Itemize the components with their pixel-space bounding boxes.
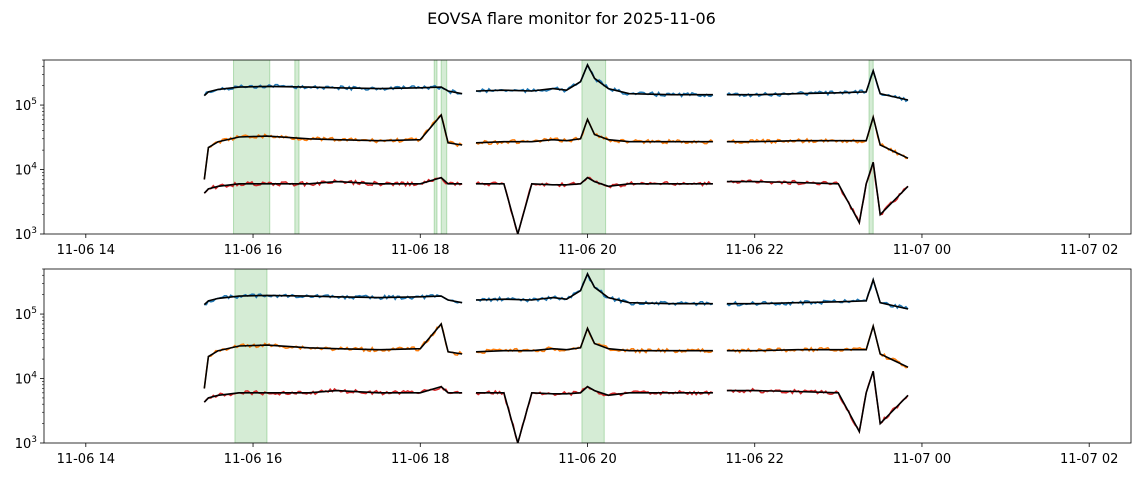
top-panel: 11-06 14 11-06 16 11-06 18 11-06 20 11-06 22…: [15, 59, 1132, 258]
series-smooth-trace: [726, 277, 909, 310]
flare-interval-span: [581, 60, 607, 234]
x-tick-label: 11-06 16: [224, 243, 282, 258]
x-tick-label: 11-06 22: [726, 243, 784, 258]
series-smooth-trace: [726, 68, 909, 101]
series-smooth-trace: [475, 117, 713, 144]
series-trace: [726, 323, 909, 369]
x-tick-label: 11-06 18: [391, 243, 449, 258]
series-smooth-trace: [476, 176, 713, 234]
series-smooth-trace: [203, 385, 463, 403]
series-smooth-trace: [203, 85, 463, 97]
flare-interval-span: [433, 60, 438, 234]
x-tick-label: 11-07 00: [893, 452, 951, 467]
x-tick-label: 11-06 16: [224, 452, 282, 467]
series-smooth-trace: [475, 326, 713, 353]
series-trace: [726, 68, 909, 103]
series-smooth-trace: [475, 272, 713, 305]
series-smooth-trace: [726, 161, 909, 225]
plot-area: [203, 269, 909, 443]
x-tick-label: 11-07 00: [893, 243, 951, 258]
y-tick-label: 105: [15, 97, 37, 114]
x-tick-label: 11-07 02: [1060, 243, 1118, 258]
x-tick-label: 11-07 02: [1060, 452, 1118, 467]
series-smooth-trace: [475, 63, 713, 96]
series-smooth-trace: [203, 176, 463, 194]
y-tick-label: 104: [15, 162, 38, 179]
series-smooth-trace: [726, 114, 909, 159]
x-tick-label: 11-06 20: [558, 243, 616, 258]
y-tick-label: 105: [15, 306, 37, 323]
y-tick-label: 103: [15, 226, 37, 243]
series-smooth-trace: [203, 294, 463, 306]
series-smooth-trace: [476, 385, 713, 443]
x-tick-label: 11-06 22: [726, 452, 784, 467]
flare-interval-span: [581, 269, 605, 443]
x-tick-label: 11-06 18: [391, 452, 449, 467]
x-tick-label: 11-06 20: [558, 452, 616, 467]
flare-interval-span: [868, 60, 874, 234]
series-smooth-trace: [726, 370, 909, 434]
series-smooth-trace: [726, 323, 909, 368]
flare-interval-span: [233, 60, 271, 234]
series-trace: [726, 277, 909, 310]
bottom-panel: 11-06 14 11-06 16 11-06 18 11-06 20 11-06 22…: [15, 268, 1132, 467]
series-smooth-trace: [203, 113, 463, 180]
x-tick-label: 11-06 14: [57, 452, 115, 467]
flare-interval-span: [440, 60, 448, 234]
flare-interval-span: [294, 60, 300, 234]
y-tick-label: 103: [15, 435, 37, 452]
x-tick-label: 11-06 14: [57, 243, 115, 258]
plot-area: [203, 60, 909, 234]
figure-title: EOVSA flare monitor for 2025-11-06: [427, 9, 716, 28]
series-smooth-trace: [203, 322, 463, 389]
y-tick-label: 104: [15, 371, 38, 388]
series-trace: [726, 114, 909, 160]
flare-interval-span: [234, 269, 268, 443]
